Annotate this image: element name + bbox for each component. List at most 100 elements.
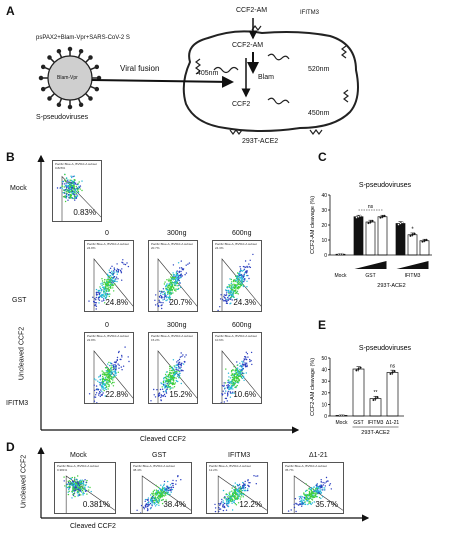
ccf2am-top-label: CCF2-AM	[236, 7, 268, 14]
y-tick-label: 0	[324, 253, 327, 259]
data-point	[369, 220, 372, 224]
y-tick-label: 40	[321, 368, 327, 374]
fusion-arrow	[91, 75, 234, 88]
d-title-delta: Δ1-21	[309, 452, 328, 459]
plot-header: Pacific Blue-A, BV510-A subset 10.6%	[215, 334, 257, 342]
flow-plot-d-ifitm3: Pacific Blue-A, BV510-A subset 12.2% 12.2…	[206, 462, 268, 514]
cell-outline	[182, 30, 359, 132]
data-point	[401, 221, 404, 224]
plot-percentage: 38.4%	[163, 500, 186, 509]
dose-label-ifitm-300: 300ng	[167, 322, 187, 329]
data-point	[359, 214, 362, 217]
bar	[369, 398, 382, 417]
plot-header: Pacific Blue-A, BV510-A subset 0.381%	[57, 464, 99, 472]
flow-plot-gst-300: Pacific Blue-A, BV510-A subset 20.7% 20.7…	[148, 240, 198, 312]
data-point	[376, 396, 379, 399]
chart-title: S-pseudoviruses	[359, 345, 412, 352]
data-point	[411, 233, 414, 236]
group-label: Mock	[335, 273, 347, 279]
d-title-mock: Mock	[70, 452, 87, 459]
panel-letter-c: C	[318, 150, 327, 164]
data-point	[423, 239, 426, 242]
virus-inner-label: Blam-Vpr	[57, 75, 78, 81]
group-label: IFITM3	[405, 273, 421, 279]
bar	[395, 223, 406, 256]
bar	[377, 216, 388, 256]
y-tick-label: 0	[324, 414, 327, 420]
plot-header: Pacific Blue-A, BV510-A subset 35.7%	[285, 464, 327, 472]
dose-label-gst-0: 0	[105, 230, 109, 237]
x-axis-label: 293T-ACE2	[377, 283, 405, 289]
y-tick-label: 40	[321, 193, 327, 199]
plasmid-label: psPAX2+Blam-Vpr+SARS-CoV-2 S	[36, 35, 130, 41]
data-point	[374, 397, 377, 400]
data-point	[355, 369, 358, 372]
dose-label-ifitm-600: 600ng	[232, 322, 252, 329]
d-title-gst: GST	[152, 452, 167, 459]
data-point	[371, 219, 374, 222]
plot-percentage: 35.7%	[315, 500, 338, 509]
data-point	[399, 222, 402, 225]
y-tick-label: 20	[321, 391, 327, 397]
cell-label: 293T-ACE2	[242, 138, 279, 145]
dose-label-gst-300: 300ng	[167, 230, 187, 237]
flow-plot-ifitm3-0: Pacific Blue-A, BV510-A subset 22.8% 22.8…	[84, 332, 134, 404]
flow-plot-gst-0: Pacific Blue-A, BV510-A subset 24.8% 24.8…	[84, 240, 134, 312]
bar	[352, 368, 365, 417]
plot-percentage: 24.8%	[105, 298, 128, 307]
plot-header: Pacific Blue-A, BV510-A subset 38.4%	[133, 464, 175, 472]
data-point	[357, 367, 360, 371]
category-label: GST	[353, 420, 363, 426]
d-title-ifitm3: IFITM3	[228, 452, 251, 459]
y-tick-label: 30	[321, 379, 327, 385]
data-point	[413, 232, 416, 235]
annotation-ns: ns	[390, 363, 396, 369]
ifitm3-label: IFITM3	[300, 10, 319, 16]
bar	[353, 216, 364, 256]
plot-header: Pacific Blue-A, BV510-A subset 12.2%	[209, 464, 251, 472]
y-axis-label: CCF2-AM cleavage (%)	[310, 358, 316, 416]
chart-title: S-pseudoviruses	[359, 182, 412, 189]
flow-plot-mock: Pacific Blue-A, BV510-A subset 0.826% 0.8…	[52, 160, 102, 222]
plot-header: Pacific Blue-A, BV510-A subset 22.8%	[87, 334, 129, 342]
data-point	[372, 398, 375, 402]
panel-letter-b: B	[6, 150, 15, 164]
data-point	[391, 371, 394, 374]
plot-percentage: 12.2%	[239, 500, 262, 509]
flow-plot-gst-600: Pacific Blue-A, BV510-A subset 24.3% 24.3…	[212, 240, 262, 312]
panel-d-xaxis-label: Cleaved CCF2	[70, 523, 116, 530]
panel-b-yaxis-label: Uncleaved CCF2	[18, 326, 26, 381]
nm520-label: 520nm	[308, 66, 330, 73]
annotation-double-star: **	[374, 390, 378, 396]
row-label-ifitm3: IFITM3	[6, 400, 29, 407]
flow-plot-d-delta: Pacific Blue-A, BV510-A subset 35.7% 35.7…	[282, 462, 344, 514]
category-label: Δ1-21	[386, 420, 400, 426]
panel-letter-a: A	[6, 4, 15, 18]
plot-percentage: 0.83%	[73, 208, 96, 217]
data-point	[425, 238, 428, 241]
flow-plot-ifitm3-300: Pacific Blue-A, BV510-A subset 15.2% 15.2…	[148, 332, 198, 404]
data-point	[357, 215, 360, 218]
dose-label-gst-600: 600ng	[232, 230, 252, 237]
plot-percentage: 22.8%	[105, 390, 128, 399]
plot-header: Pacific Blue-A, BV510-A subset 0.826%	[55, 162, 97, 170]
panel-d-yaxis-label: Uncleaved CCF2	[20, 454, 28, 509]
flow-plot-ifitm3-600: Pacific Blue-A, BV510-A subset 10.6% 10.6…	[212, 332, 262, 404]
data-point	[421, 240, 424, 243]
plot-header: Pacific Blue-A, BV510-A subset 15.2%	[151, 334, 193, 342]
ccf2-label: CCF2	[232, 101, 251, 108]
plot-percentage: 15.2%	[169, 390, 192, 399]
nm450-label: 450nm	[308, 110, 330, 117]
ccf2am-inner-label: CCF2-AM	[232, 42, 264, 49]
bar	[419, 240, 430, 256]
blam-label: Blam	[258, 74, 274, 81]
y-tick-label: 10	[321, 238, 327, 244]
fusion-label: Viral fusion	[120, 64, 160, 73]
chart-e: S-pseudoviruses 0 10 20 30 40 50 CCF2-AM cleava…	[310, 345, 412, 436]
data-point	[367, 222, 370, 225]
plot-header: Pacific Blue-A, BV510-A subset 20.7%	[151, 242, 193, 250]
data-point	[383, 214, 386, 217]
y-tick-label: 20	[321, 223, 327, 229]
chart-c: S-pseudoviruses 0 10 20 30 40 CCF2-AM cleavage…	[310, 182, 432, 289]
